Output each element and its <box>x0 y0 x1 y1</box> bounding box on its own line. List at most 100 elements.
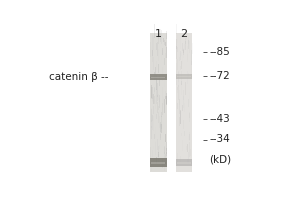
Text: 1: 1 <box>155 29 162 39</box>
Text: --34: --34 <box>210 134 230 144</box>
Bar <box>164 159 165 171</box>
Bar <box>157 130 158 137</box>
Bar <box>166 93 167 104</box>
Bar <box>153 57 154 70</box>
Text: --85: --85 <box>210 47 230 57</box>
Text: catenin β --: catenin β -- <box>49 72 109 82</box>
Bar <box>176 63 177 75</box>
Bar <box>188 152 189 164</box>
Bar <box>157 102 158 113</box>
Bar <box>163 80 164 94</box>
Bar <box>188 40 189 49</box>
Bar <box>152 150 153 157</box>
Bar <box>153 94 154 104</box>
Bar <box>158 106 159 110</box>
Bar <box>165 96 166 99</box>
Bar <box>188 131 189 136</box>
Bar <box>187 144 188 152</box>
Bar <box>153 116 154 131</box>
Bar <box>182 105 183 111</box>
Bar <box>157 95 158 101</box>
Bar <box>165 53 166 58</box>
Bar <box>159 116 160 128</box>
Bar <box>176 46 177 59</box>
Bar <box>152 115 153 121</box>
Bar <box>162 100 163 115</box>
Bar <box>157 83 158 97</box>
Bar <box>152 49 153 62</box>
Bar <box>166 42 167 48</box>
Bar <box>177 162 191 164</box>
Bar <box>150 158 167 167</box>
Bar <box>177 87 178 93</box>
Bar <box>176 21 177 34</box>
Bar <box>184 44 185 50</box>
Bar <box>176 33 192 172</box>
Bar <box>192 43 193 54</box>
Bar <box>177 59 178 70</box>
Bar <box>164 74 165 87</box>
Bar <box>187 46 188 60</box>
Bar <box>151 163 152 171</box>
Bar <box>151 87 152 99</box>
Bar <box>182 140 183 151</box>
Bar <box>160 112 161 121</box>
Bar <box>165 134 166 142</box>
Bar <box>152 77 165 78</box>
Bar <box>156 61 157 70</box>
Bar <box>164 58 165 65</box>
Bar <box>158 146 159 153</box>
Text: (kD): (kD) <box>210 155 232 165</box>
Bar <box>189 92 190 103</box>
Bar <box>152 97 153 101</box>
Bar <box>151 85 152 98</box>
Bar <box>160 134 161 140</box>
Bar <box>156 102 157 108</box>
Bar <box>188 99 189 107</box>
Bar <box>188 37 189 44</box>
Bar <box>180 66 181 70</box>
Text: 2: 2 <box>180 29 188 39</box>
Bar <box>163 151 164 163</box>
Bar <box>161 53 162 60</box>
Bar <box>154 88 155 94</box>
Bar <box>150 42 152 57</box>
Bar <box>179 57 180 61</box>
Bar <box>161 112 162 117</box>
Bar <box>166 31 167 39</box>
Bar <box>154 72 155 80</box>
Bar <box>176 159 192 166</box>
Bar <box>166 147 167 151</box>
Bar <box>178 72 179 87</box>
Bar <box>184 131 185 136</box>
Bar <box>187 71 188 84</box>
Bar <box>152 50 153 56</box>
Bar <box>162 48 163 55</box>
Bar <box>163 38 164 42</box>
Bar <box>191 50 192 65</box>
Bar <box>181 52 182 56</box>
Bar <box>180 111 181 124</box>
Bar <box>158 29 159 39</box>
Bar <box>160 46 161 61</box>
Bar <box>181 133 182 136</box>
Bar <box>190 159 192 172</box>
Bar <box>189 134 190 140</box>
Bar <box>179 117 180 126</box>
Bar <box>181 81 182 85</box>
Bar <box>160 29 161 42</box>
Bar <box>178 160 179 170</box>
Bar <box>158 36 159 44</box>
Bar <box>181 71 182 85</box>
Bar <box>184 103 185 112</box>
Bar <box>186 32 187 39</box>
Bar <box>177 47 178 52</box>
Bar <box>150 33 167 172</box>
Bar <box>162 67 163 81</box>
Bar <box>153 146 154 149</box>
Bar <box>180 110 181 124</box>
Bar <box>166 104 167 107</box>
Bar <box>185 41 186 50</box>
Bar <box>183 120 184 129</box>
Bar <box>166 151 167 165</box>
